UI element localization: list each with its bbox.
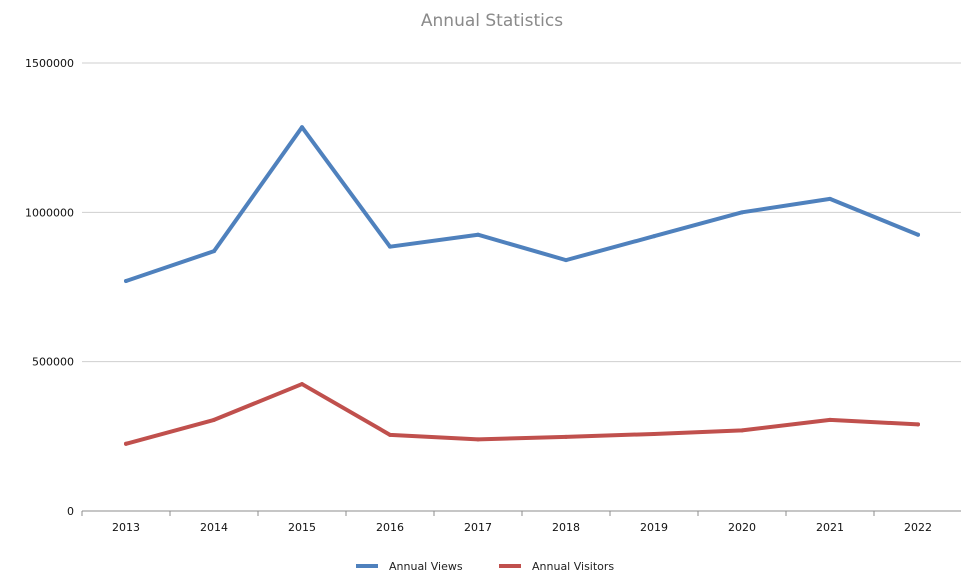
data-point: [124, 279, 128, 284]
data-point: [740, 428, 744, 433]
data-point: [564, 434, 568, 439]
x-tick-label: 2022: [904, 521, 932, 534]
chart-title: Annual Statistics: [421, 11, 563, 31]
x-tick-label: 2018: [552, 521, 580, 534]
y-tick-label: 1500000: [25, 57, 74, 70]
data-point: [916, 422, 920, 427]
data-point: [212, 249, 216, 254]
x-tick-label: 2014: [200, 521, 228, 534]
data-point: [124, 441, 128, 446]
x-tick-label: 2019: [640, 521, 668, 534]
x-tick-label: 2020: [728, 521, 756, 534]
data-point: [476, 437, 480, 442]
data-point: [388, 244, 392, 249]
legend: Annual Views Annual Visitors: [356, 560, 614, 573]
data-point: [476, 232, 480, 237]
series-line-annual-views: [124, 125, 920, 284]
data-point: [300, 382, 304, 387]
gridlines: [82, 62, 961, 363]
data-point: [388, 432, 392, 437]
y-tick-label: 0: [67, 505, 74, 518]
series-lines: [124, 125, 920, 446]
series-line-annual-visitors: [124, 382, 920, 446]
legend-label: Annual Views: [389, 560, 463, 573]
x-tick-label: 2021: [816, 521, 844, 534]
data-point: [916, 232, 920, 237]
legend-label: Annual Visitors: [532, 560, 614, 573]
data-point: [740, 210, 744, 215]
x-tick-label: 2015: [288, 521, 316, 534]
data-point: [828, 196, 832, 201]
x-tick-label: 2016: [376, 521, 404, 534]
x-tick-label: 2017: [464, 521, 492, 534]
data-point: [300, 125, 304, 130]
x-tick-label: 2013: [112, 521, 140, 534]
axes: 0 500000 1000000 1500000 2013 2014 2015 2016 201…: [25, 57, 961, 534]
data-point: [652, 431, 656, 436]
data-point: [564, 258, 568, 263]
data-point: [652, 234, 656, 239]
y-tick-label: 1000000: [25, 206, 74, 219]
data-point: [212, 417, 216, 422]
y-tick-label: 500000: [32, 356, 74, 369]
data-point: [828, 417, 832, 422]
